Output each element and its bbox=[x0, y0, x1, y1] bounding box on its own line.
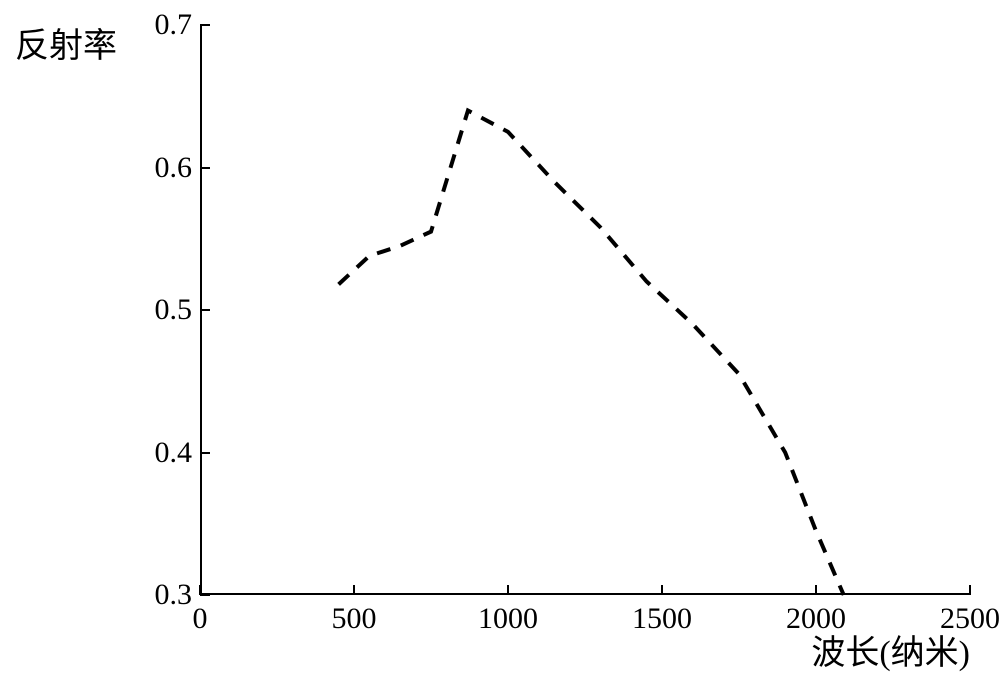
x-tick-label: 500 bbox=[332, 602, 377, 636]
x-tick-label: 1000 bbox=[478, 602, 538, 636]
x-tick-label: 2000 bbox=[786, 602, 846, 636]
data-line bbox=[339, 111, 844, 596]
y-axis-label: 反射率 bbox=[15, 18, 117, 67]
y-tick-label: 0.4 bbox=[155, 436, 193, 470]
y-tick-label: 0.5 bbox=[155, 293, 193, 327]
y-tick-label: 0.7 bbox=[155, 8, 193, 42]
line-chart-svg bbox=[200, 25, 970, 595]
y-tick-label: 0.6 bbox=[155, 151, 193, 185]
x-tick-label: 2500 bbox=[940, 602, 1000, 636]
x-tick-label: 0 bbox=[193, 602, 208, 636]
x-tick-label: 1500 bbox=[632, 602, 692, 636]
chart-container: 反射率 波长(纳米) 0.30.40.50.60.705001000150020… bbox=[0, 0, 1000, 684]
y-tick-label: 0.3 bbox=[155, 578, 193, 612]
